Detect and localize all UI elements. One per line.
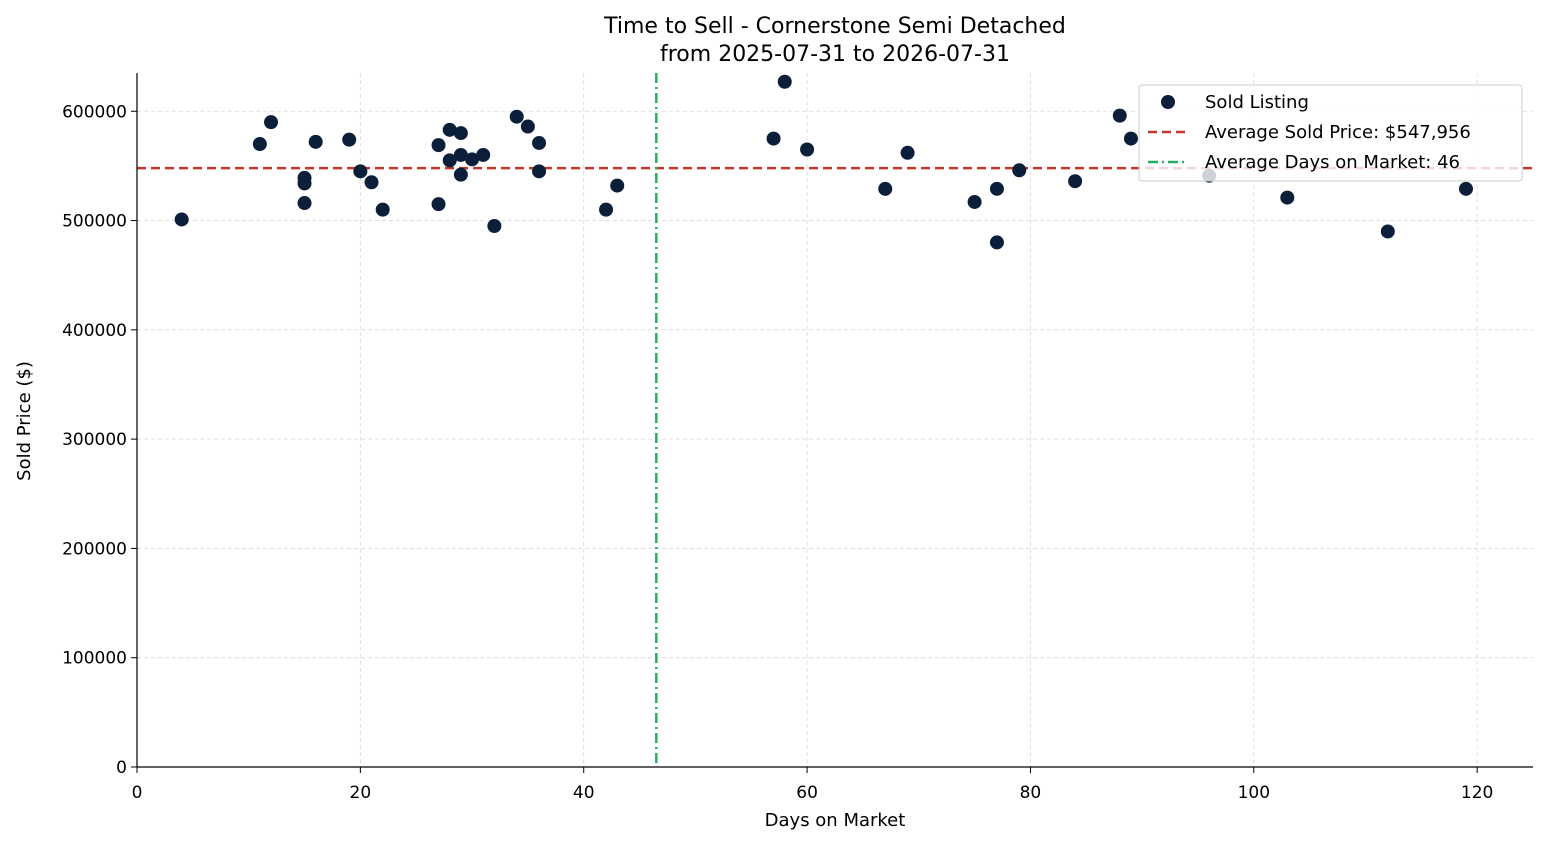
data-point	[989, 181, 1004, 196]
data-point	[297, 176, 312, 191]
y-tick-label: 300000	[62, 430, 127, 450]
y-tick-label: 500000	[62, 212, 127, 232]
data-point	[308, 134, 323, 149]
data-point	[1012, 163, 1027, 178]
legend: Sold Listing Average Sold Price: $547,95…	[1138, 84, 1523, 182]
data-point	[532, 164, 547, 179]
data-point	[476, 147, 491, 162]
y-tick-label: 400000	[62, 321, 127, 341]
data-point	[375, 202, 390, 217]
data-points	[174, 74, 1473, 250]
x-tick-label: 80	[1020, 783, 1042, 803]
data-point	[610, 178, 625, 193]
data-point	[520, 119, 535, 134]
x-tick-label: 120	[1461, 783, 1493, 803]
data-point	[1380, 224, 1395, 239]
legend-label-avg-price: Average Sold Price: $547,956	[1205, 122, 1471, 143]
legend-box	[1138, 84, 1523, 182]
x-tick-label: 40	[573, 783, 595, 803]
data-point	[900, 145, 915, 160]
data-point	[453, 147, 468, 162]
data-point	[431, 138, 446, 153]
data-point	[252, 137, 267, 152]
y-axis-label: Sold Price ($)	[14, 361, 35, 481]
chart-title: Time to Sell - Cornerstone Semi Detached	[603, 14, 1066, 39]
data-point	[599, 202, 614, 217]
legend-marker-sold-listing	[1161, 95, 1175, 109]
data-point	[364, 175, 379, 190]
data-point	[487, 219, 502, 234]
y-tick-label: 0	[116, 758, 127, 778]
data-point	[465, 152, 480, 167]
y-tick-label: 100000	[62, 649, 127, 669]
x-tick-label: 60	[796, 783, 818, 803]
data-point	[878, 181, 893, 196]
data-point	[453, 126, 468, 141]
data-point	[766, 131, 781, 146]
legend-label-avg-days: Average Days on Market: 46	[1205, 152, 1460, 173]
axes	[136, 73, 1533, 768]
ticks: 0 20 40 60 80 100 120 0 100000 200000 300000 400000…	[62, 102, 1493, 803]
data-point	[800, 142, 815, 157]
data-point	[442, 153, 457, 168]
data-point	[989, 235, 1004, 250]
data-point	[353, 164, 368, 179]
data-point	[174, 212, 189, 227]
x-tick-label: 100	[1238, 783, 1270, 803]
y-tick-label: 200000	[62, 539, 127, 559]
legend-label-sold-listing: Sold Listing	[1205, 92, 1309, 113]
data-point	[777, 74, 792, 89]
data-point	[431, 197, 446, 212]
data-point	[1458, 181, 1473, 196]
x-tick-label: 20	[350, 783, 372, 803]
y-tick-label: 600000	[62, 102, 127, 122]
data-point	[1112, 108, 1127, 123]
x-tick-label: 0	[132, 783, 143, 803]
data-point	[453, 167, 468, 182]
data-point	[1123, 131, 1138, 146]
data-point	[442, 122, 457, 137]
data-point	[1280, 190, 1295, 205]
data-point	[532, 135, 547, 150]
x-axis-label: Days on Market	[765, 810, 906, 831]
data-point	[967, 194, 982, 209]
data-point	[342, 132, 357, 147]
data-point	[297, 196, 312, 211]
data-point	[1068, 174, 1083, 189]
data-point	[509, 109, 524, 124]
data-point	[264, 115, 279, 130]
chart-subtitle: from 2025-07-31 to 2026-07-31	[660, 42, 1010, 67]
